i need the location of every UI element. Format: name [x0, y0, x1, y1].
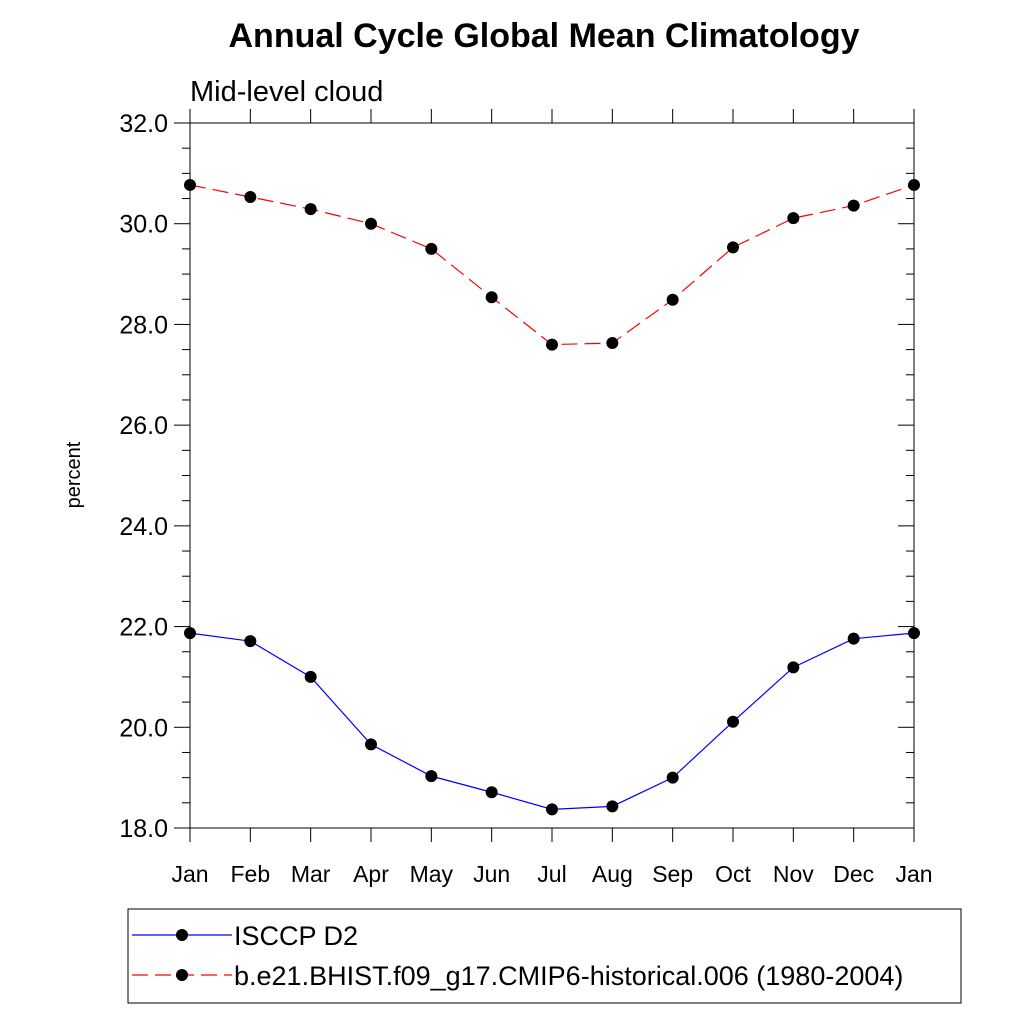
data-point-series-2	[666, 293, 679, 306]
data-point-series-2	[425, 242, 438, 255]
y-tick-label: 28.0	[119, 311, 168, 339]
y-tick-label: 32.0	[119, 110, 168, 138]
legend-box	[127, 908, 962, 1004]
y-tick-label: 20.0	[119, 714, 168, 742]
x-tick-label: Mar	[291, 861, 331, 887]
data-point-series-1	[787, 661, 800, 674]
x-tick-label: Feb	[231, 861, 271, 887]
legend-marker-isccp	[176, 929, 188, 941]
plot-frame	[189, 122, 915, 829]
data-point-series-2	[847, 199, 860, 212]
x-tick-label: Sep	[652, 861, 693, 887]
x-tick-label: Apr	[353, 861, 389, 887]
data-point-series-1	[727, 715, 739, 728]
y-tick-label: 30.0	[119, 211, 168, 239]
data-point-series-1	[304, 670, 317, 683]
series-line-2	[189, 184, 915, 346]
series-line-1	[189, 632, 915, 810]
data-point-series-1	[666, 771, 679, 784]
x-tick-label: Nov	[773, 861, 814, 887]
legend: ISCCP D2 b.e21.BHIST.f09_g17.CMIP6-histo…	[127, 908, 962, 1004]
y-tick-label: 26.0	[119, 412, 168, 440]
y-tick-label: 22.0	[119, 614, 168, 642]
y-tick-label: 18.0	[119, 815, 168, 843]
data-point-series-2	[606, 337, 619, 350]
y-tick-label: 24.0	[119, 513, 168, 541]
data-point-series-1	[425, 770, 438, 783]
x-tick-label: May	[410, 861, 454, 887]
legend-label-model: b.e21.BHIST.f09_g17.CMIP6-historical.006…	[234, 961, 903, 991]
data-point-series-2	[304, 203, 317, 216]
data-point-series-2	[546, 338, 558, 351]
data-point-series-2	[244, 191, 257, 204]
data-point-series-1	[847, 632, 860, 645]
data-point-series-1	[485, 786, 498, 799]
x-tick-label: Jan	[895, 861, 932, 887]
y-axis-label: percent	[63, 441, 85, 508]
data-point-series-2	[365, 217, 377, 230]
legend-label-isccp: ISCCP D2	[234, 921, 358, 951]
data-point-series-1	[546, 803, 558, 816]
data-point-series-1	[365, 738, 377, 751]
data-point-series-2	[727, 241, 739, 254]
x-tick-label: Oct	[715, 861, 751, 887]
x-tick-label: Jun	[473, 861, 510, 887]
x-tick-label: Aug	[592, 861, 633, 887]
data-point-series-2	[485, 291, 498, 304]
plot-area: 18.0 20.0 22.0 24.0 26.0 28.0 30.0 32.0 Jan Feb Ma…	[119, 109, 933, 887]
x-tick-label: Dec	[833, 861, 874, 887]
data-point-series-1	[606, 800, 619, 813]
chart-subtitle: Mid-level cloud	[190, 76, 383, 108]
x-tick-label: Jul	[537, 861, 566, 887]
data-point-series-2	[787, 212, 800, 225]
legend-marker-model	[176, 969, 188, 981]
chart-title: Annual Cycle Global Mean Climatology	[229, 17, 860, 55]
x-tick-label: Jan	[171, 861, 208, 887]
data-point-series-1	[244, 635, 257, 648]
